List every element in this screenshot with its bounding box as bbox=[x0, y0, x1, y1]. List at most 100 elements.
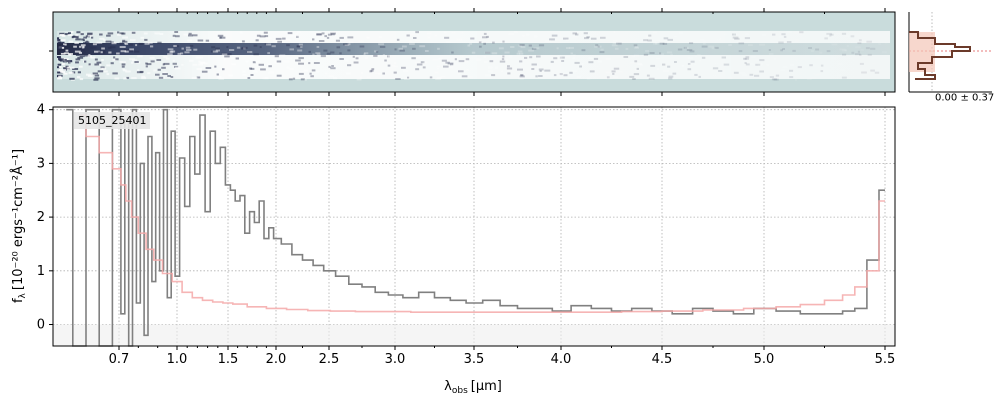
noise-pixel bbox=[617, 70, 623, 73]
noise-pixel bbox=[708, 45, 715, 48]
noise-pixel bbox=[321, 32, 325, 35]
noise-pixel bbox=[436, 77, 443, 79]
noise-pixel bbox=[129, 58, 135, 61]
noise-pixel bbox=[296, 35, 299, 38]
noise-pixel bbox=[189, 59, 194, 62]
noise-pixel bbox=[330, 67, 336, 70]
noise-pixel bbox=[612, 72, 615, 75]
noise-pixel bbox=[360, 71, 364, 74]
noise-pixel bbox=[563, 37, 569, 40]
noise-pixel bbox=[814, 74, 820, 76]
y-tick-label: 3 bbox=[37, 156, 45, 171]
noise-pixel bbox=[824, 37, 828, 40]
noise-pixel bbox=[461, 75, 468, 78]
noise-pixel bbox=[111, 42, 117, 45]
x-axis-title: λobs [μm] bbox=[444, 379, 502, 396]
noise-pixel bbox=[63, 43, 67, 46]
noise-pixel bbox=[836, 74, 841, 77]
noise-pixel bbox=[519, 52, 524, 55]
noise-pixel bbox=[819, 51, 823, 54]
noise-pixel bbox=[265, 43, 272, 46]
noise-pixel bbox=[677, 48, 683, 51]
noise-pixel bbox=[271, 45, 276, 48]
noise-pixel bbox=[68, 61, 71, 64]
noise-pixel bbox=[347, 43, 351, 46]
noise-pixel bbox=[762, 34, 766, 36]
noise-pixel bbox=[773, 78, 779, 81]
noise-pixel bbox=[211, 46, 216, 49]
noise-pixel bbox=[286, 66, 290, 69]
noise-pixel bbox=[559, 56, 565, 59]
noise-pixel bbox=[732, 33, 736, 36]
noise-pixel bbox=[249, 67, 253, 70]
noise-pixel bbox=[415, 39, 420, 42]
noise-pixel bbox=[595, 44, 599, 47]
noise-pixel bbox=[238, 40, 243, 43]
noise-pixel bbox=[741, 73, 748, 76]
noise-pixel bbox=[316, 33, 322, 36]
noise-pixel bbox=[647, 39, 652, 42]
noise-pixel bbox=[600, 48, 604, 51]
noise-pixel bbox=[286, 44, 290, 47]
noise-pixel bbox=[576, 76, 581, 78]
noise-pixel bbox=[112, 72, 118, 75]
noise-pixel bbox=[274, 61, 279, 64]
noise-pixel bbox=[799, 31, 804, 34]
x-tick-label: 5.5 bbox=[875, 352, 896, 367]
noise-pixel bbox=[769, 76, 774, 79]
noise-pixel bbox=[575, 33, 579, 36]
noise-pixel bbox=[222, 68, 225, 71]
noise-pixel bbox=[600, 36, 606, 39]
noise-pixel bbox=[331, 33, 335, 36]
noise-pixel bbox=[850, 35, 855, 38]
noise-pixel bbox=[539, 70, 542, 72]
noise-pixel bbox=[241, 40, 245, 43]
noise-pixel bbox=[794, 78, 798, 81]
noise-pixel bbox=[445, 61, 450, 64]
noise-pixel bbox=[633, 73, 640, 76]
noise-pixel bbox=[855, 53, 861, 56]
noise-pixel bbox=[553, 57, 558, 60]
noise-pixel bbox=[132, 59, 138, 62]
noise-pixel bbox=[419, 45, 426, 48]
noise-pixel bbox=[276, 74, 282, 77]
noise-pixel bbox=[393, 71, 397, 74]
noise-pixel bbox=[806, 78, 812, 80]
noise-pixel bbox=[632, 78, 636, 80]
noise-pixel bbox=[759, 43, 766, 46]
noise-pixel bbox=[513, 31, 518, 34]
noise-pixel bbox=[407, 76, 410, 79]
noise-pixel bbox=[94, 63, 100, 66]
noise-pixel bbox=[154, 32, 160, 35]
noise-pixel bbox=[191, 77, 198, 79]
noise-pixel bbox=[422, 66, 426, 69]
noise-pixel bbox=[172, 59, 175, 62]
noise-pixel bbox=[760, 63, 763, 66]
noise-pixel bbox=[396, 38, 400, 41]
noise-pixel bbox=[292, 77, 296, 80]
noise-pixel bbox=[841, 76, 847, 79]
noise-pixel bbox=[79, 65, 83, 68]
noise-pixel bbox=[103, 39, 106, 42]
noise-pixel bbox=[612, 42, 618, 45]
noise-pixel bbox=[158, 76, 164, 79]
noise-pixel bbox=[83, 36, 87, 39]
y-axis-title-sub: λ bbox=[18, 292, 28, 298]
noise-pixel bbox=[436, 65, 440, 68]
noise-pixel bbox=[781, 33, 786, 36]
noise-pixel bbox=[588, 57, 593, 60]
noise-pixel bbox=[344, 44, 350, 46]
x-tick-label: 2.5 bbox=[319, 352, 340, 367]
noise-pixel bbox=[716, 38, 721, 41]
noise-pixel bbox=[215, 47, 220, 50]
noise-pixel bbox=[404, 77, 410, 80]
noise-pixel bbox=[333, 77, 338, 80]
noise-pixel bbox=[606, 76, 610, 79]
noise-pixel bbox=[277, 40, 282, 43]
noise-pixel bbox=[544, 69, 551, 72]
noise-pixel bbox=[812, 72, 816, 75]
noise-pixel bbox=[572, 32, 577, 35]
noise-pixel bbox=[401, 66, 406, 69]
noise-pixel bbox=[204, 62, 208, 65]
noise-pixel bbox=[198, 63, 204, 66]
